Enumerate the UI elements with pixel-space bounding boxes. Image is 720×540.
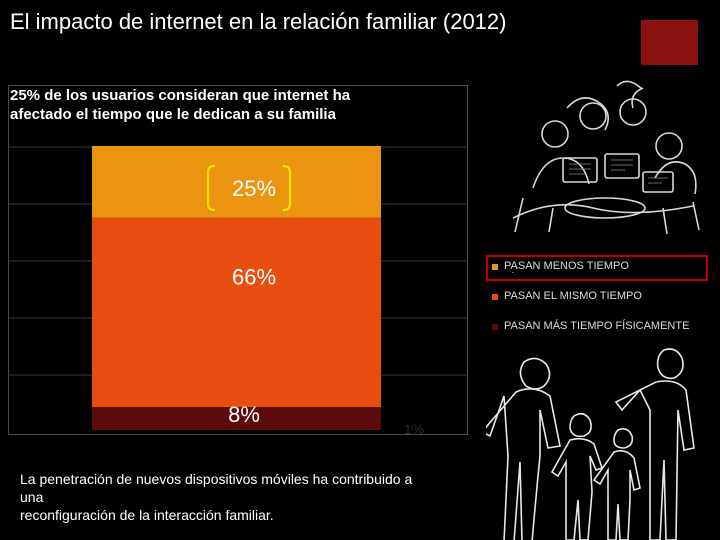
data-label-2: 25% [232, 176, 276, 201]
legend-highlight-box [486, 255, 708, 281]
legend-item-menos: PASAN MENOS TIEMPO FÍSICAMENTE [492, 260, 654, 273]
data-label-1: 66% [232, 264, 276, 289]
legend-swatch-mismo [492, 294, 498, 300]
family-silhouette-illustration [486, 348, 695, 540]
bar-segment-2 [92, 146, 381, 218]
hidden-label: 1% [404, 421, 424, 434]
legend-swatch-mas [492, 324, 498, 330]
caption: La penetración de nuevos dispositivos mó… [20, 470, 480, 524]
caption-line-3: reconfiguración de la interacción famili… [20, 507, 274, 523]
bar-segment-0 [92, 407, 381, 430]
legend-label-mas: PASAN MÁS TIEMPO FÍSICAMENTE [504, 320, 690, 332]
legend-swatch-menos [492, 264, 498, 270]
data-label-0: 8% [228, 402, 260, 427]
subtitle-line-1: 25% de los usuarios consideran que inter… [10, 87, 351, 104]
subtitle-line-2: afectado el tiempo que le dedican a su f… [10, 106, 336, 123]
decorative-red-box [641, 20, 698, 65]
legend-label-menos: PASAN MENOS TIEMPO FÍSICAMENTE [504, 260, 629, 272]
slide-title: El impacto de internet en la relación fa… [10, 9, 507, 34]
plot-area: 8% 66% 25% 1% [8, 85, 468, 435]
chart-subtitle: 25% de los usuarios consideran que inter… [10, 86, 470, 124]
legend-item-mas: PASAN MÁS TIEMPO FÍSICAMENTE [492, 320, 689, 333]
caption-line-2: una [20, 489, 44, 505]
label-bracket-right [282, 164, 292, 212]
caption-line-1: La penetración de nuevos dispositivos mó… [20, 471, 413, 487]
bar-segment-1 [92, 217, 381, 408]
family-computers-illustration [493, 68, 717, 248]
legend-item-mismo: PASAN EL MISMO TIEMPO [492, 290, 642, 303]
label-bracket-left [206, 164, 216, 212]
stacked-bar-chart: 8% 66% 25% 1% [9, 146, 467, 434]
legend-label-mismo: PASAN EL MISMO TIEMPO [504, 290, 642, 302]
